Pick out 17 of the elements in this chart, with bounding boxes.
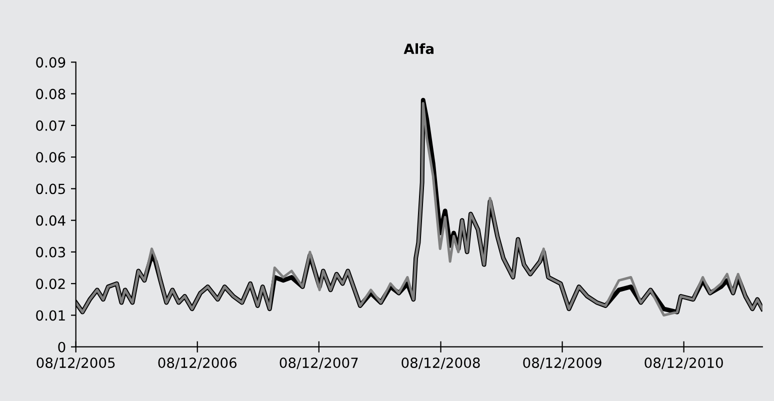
x-tick-label: 08/12/2008 [402, 358, 480, 370]
x-tick-label: 08/12/2009 [523, 358, 602, 370]
x-tick-label: 08/12/2007 [280, 358, 358, 370]
x-tick-label: 08/12/2005 [36, 358, 115, 370]
y-tick-label: 0.08 [36, 88, 66, 100]
y-tick-label: 0.03 [36, 246, 66, 258]
chart-title: Alfa [404, 43, 434, 54]
y-tick-label: 0.06 [36, 152, 66, 163]
y-tick-label: 0.05 [36, 184, 65, 194]
x-tick-label: 08/12/2010 [644, 358, 723, 370]
y-tick-label: 0.09 [36, 57, 66, 68]
y-tick-label: 0.04 [36, 215, 66, 226]
y-tick-label: 0.02 [36, 278, 65, 290]
y-tick-label: 0 [58, 342, 66, 352]
y-tick-label: 0.07 [36, 120, 65, 131]
x-tick-label: 08/12/2006 [158, 358, 237, 370]
y-tick-label: 0.01 [36, 310, 65, 321]
